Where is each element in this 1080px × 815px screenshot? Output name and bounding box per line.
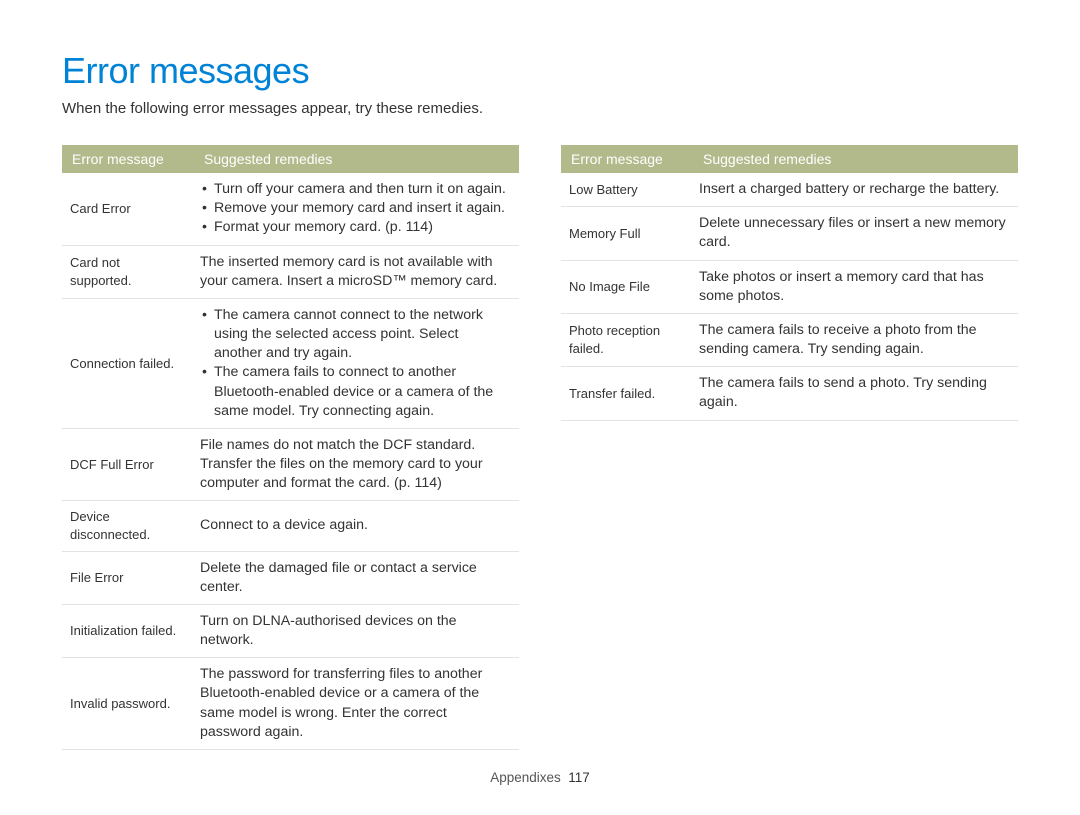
table-row: Connection failed.The camera cannot conn…	[62, 298, 519, 428]
two-column-layout: Error message Suggested remedies Card Er…	[62, 145, 1018, 750]
remedy-item: Format your memory card. (p. 114)	[200, 218, 509, 237]
error-name-cell: Card not supported.	[62, 245, 194, 298]
error-name-cell: Photo reception failed.	[561, 313, 693, 366]
table-row: File ErrorDelete the damaged file or con…	[62, 551, 519, 604]
col-header-error: Error message	[62, 145, 194, 173]
remedy-cell: Insert a charged battery or recharge the…	[693, 173, 1018, 207]
table-row: No Image FileTake photos or insert a mem…	[561, 260, 1018, 313]
error-name-cell: Memory Full	[561, 207, 693, 260]
remedy-cell: Turn off your camera and then turn it on…	[194, 173, 519, 245]
table-row: Photo reception failed.The camera fails …	[561, 313, 1018, 366]
remedy-item: Remove your memory card and insert it ag…	[200, 199, 509, 218]
error-name-cell: Device disconnected.	[62, 501, 194, 551]
col-header-error: Error message	[561, 145, 693, 173]
table-row: Device disconnected.Connect to a device …	[62, 501, 519, 551]
remedy-cell: Delete the damaged file or contact a ser…	[194, 551, 519, 604]
col-header-remedy: Suggested remedies	[194, 145, 519, 173]
remedy-cell: Delete unnecessary files or insert a new…	[693, 207, 1018, 260]
table-row: Card Error Turn off your camera and then …	[62, 173, 519, 245]
remedy-cell: Connect to a device again.	[194, 501, 519, 551]
error-name-cell: Connection failed.	[62, 298, 194, 428]
table-row: Low BatteryInsert a charged battery or r…	[561, 173, 1018, 207]
error-name-cell: Low Battery	[561, 173, 693, 207]
intro-text: When the following error messages appear…	[62, 100, 1018, 117]
table-row: Invalid password.The password for transf…	[62, 658, 519, 750]
error-name-cell: DCF Full Error	[62, 428, 194, 501]
remedy-list: Turn off your camera and then turn it on…	[200, 180, 509, 238]
error-name-cell: Invalid password.	[62, 658, 194, 750]
right-column: Error message Suggested remedies Low Bat…	[561, 145, 1018, 750]
error-name-cell: Card Error	[62, 173, 194, 245]
page-title: Error messages	[62, 50, 1018, 92]
remedy-item: The camera cannot connect to the network…	[200, 306, 509, 364]
remedy-list: The camera cannot connect to the network…	[200, 306, 509, 421]
remedy-cell: The password for transferring files to a…	[194, 658, 519, 750]
remedy-cell: Turn on DLNA-authorised devices on the n…	[194, 604, 519, 657]
page-footer: Appendixes 117	[0, 770, 1080, 785]
footer-page-number: 117	[568, 770, 590, 785]
remedy-cell: The camera fails to send a photo. Try se…	[693, 367, 1018, 420]
remedy-item: The camera fails to connect to another B…	[200, 363, 509, 421]
remedy-item: Turn off your camera and then turn it on…	[200, 180, 509, 199]
remedy-cell: The camera fails to receive a photo from…	[693, 313, 1018, 366]
table-row: Card not supported.The inserted memory c…	[62, 245, 519, 298]
table-row: Initialization failed.Turn on DLNA-autho…	[62, 604, 519, 657]
error-name-cell: Transfer failed.	[561, 367, 693, 420]
remedy-cell: Take photos or insert a memory card that…	[693, 260, 1018, 313]
table-row: Transfer failed.The camera fails to send…	[561, 367, 1018, 420]
remedy-cell: The camera cannot connect to the network…	[194, 298, 519, 428]
error-name-cell: Initialization failed.	[62, 604, 194, 657]
col-header-remedy: Suggested remedies	[693, 145, 1018, 173]
left-column: Error message Suggested remedies Card Er…	[62, 145, 519, 750]
footer-section: Appendixes	[490, 770, 561, 785]
error-name-cell: No Image File	[561, 260, 693, 313]
remedy-cell: The inserted memory card is not availabl…	[194, 245, 519, 298]
manual-page: Error messages When the following error …	[0, 0, 1080, 815]
error-table-right: Error message Suggested remedies Low Bat…	[561, 145, 1018, 421]
table-row: Memory FullDelete unnecessary files or i…	[561, 207, 1018, 260]
table-row: DCF Full ErrorFile names do not match th…	[62, 428, 519, 501]
error-name-cell: File Error	[62, 551, 194, 604]
error-table-left: Error message Suggested remedies Card Er…	[62, 145, 519, 750]
remedy-cell: File names do not match the DCF standard…	[194, 428, 519, 501]
